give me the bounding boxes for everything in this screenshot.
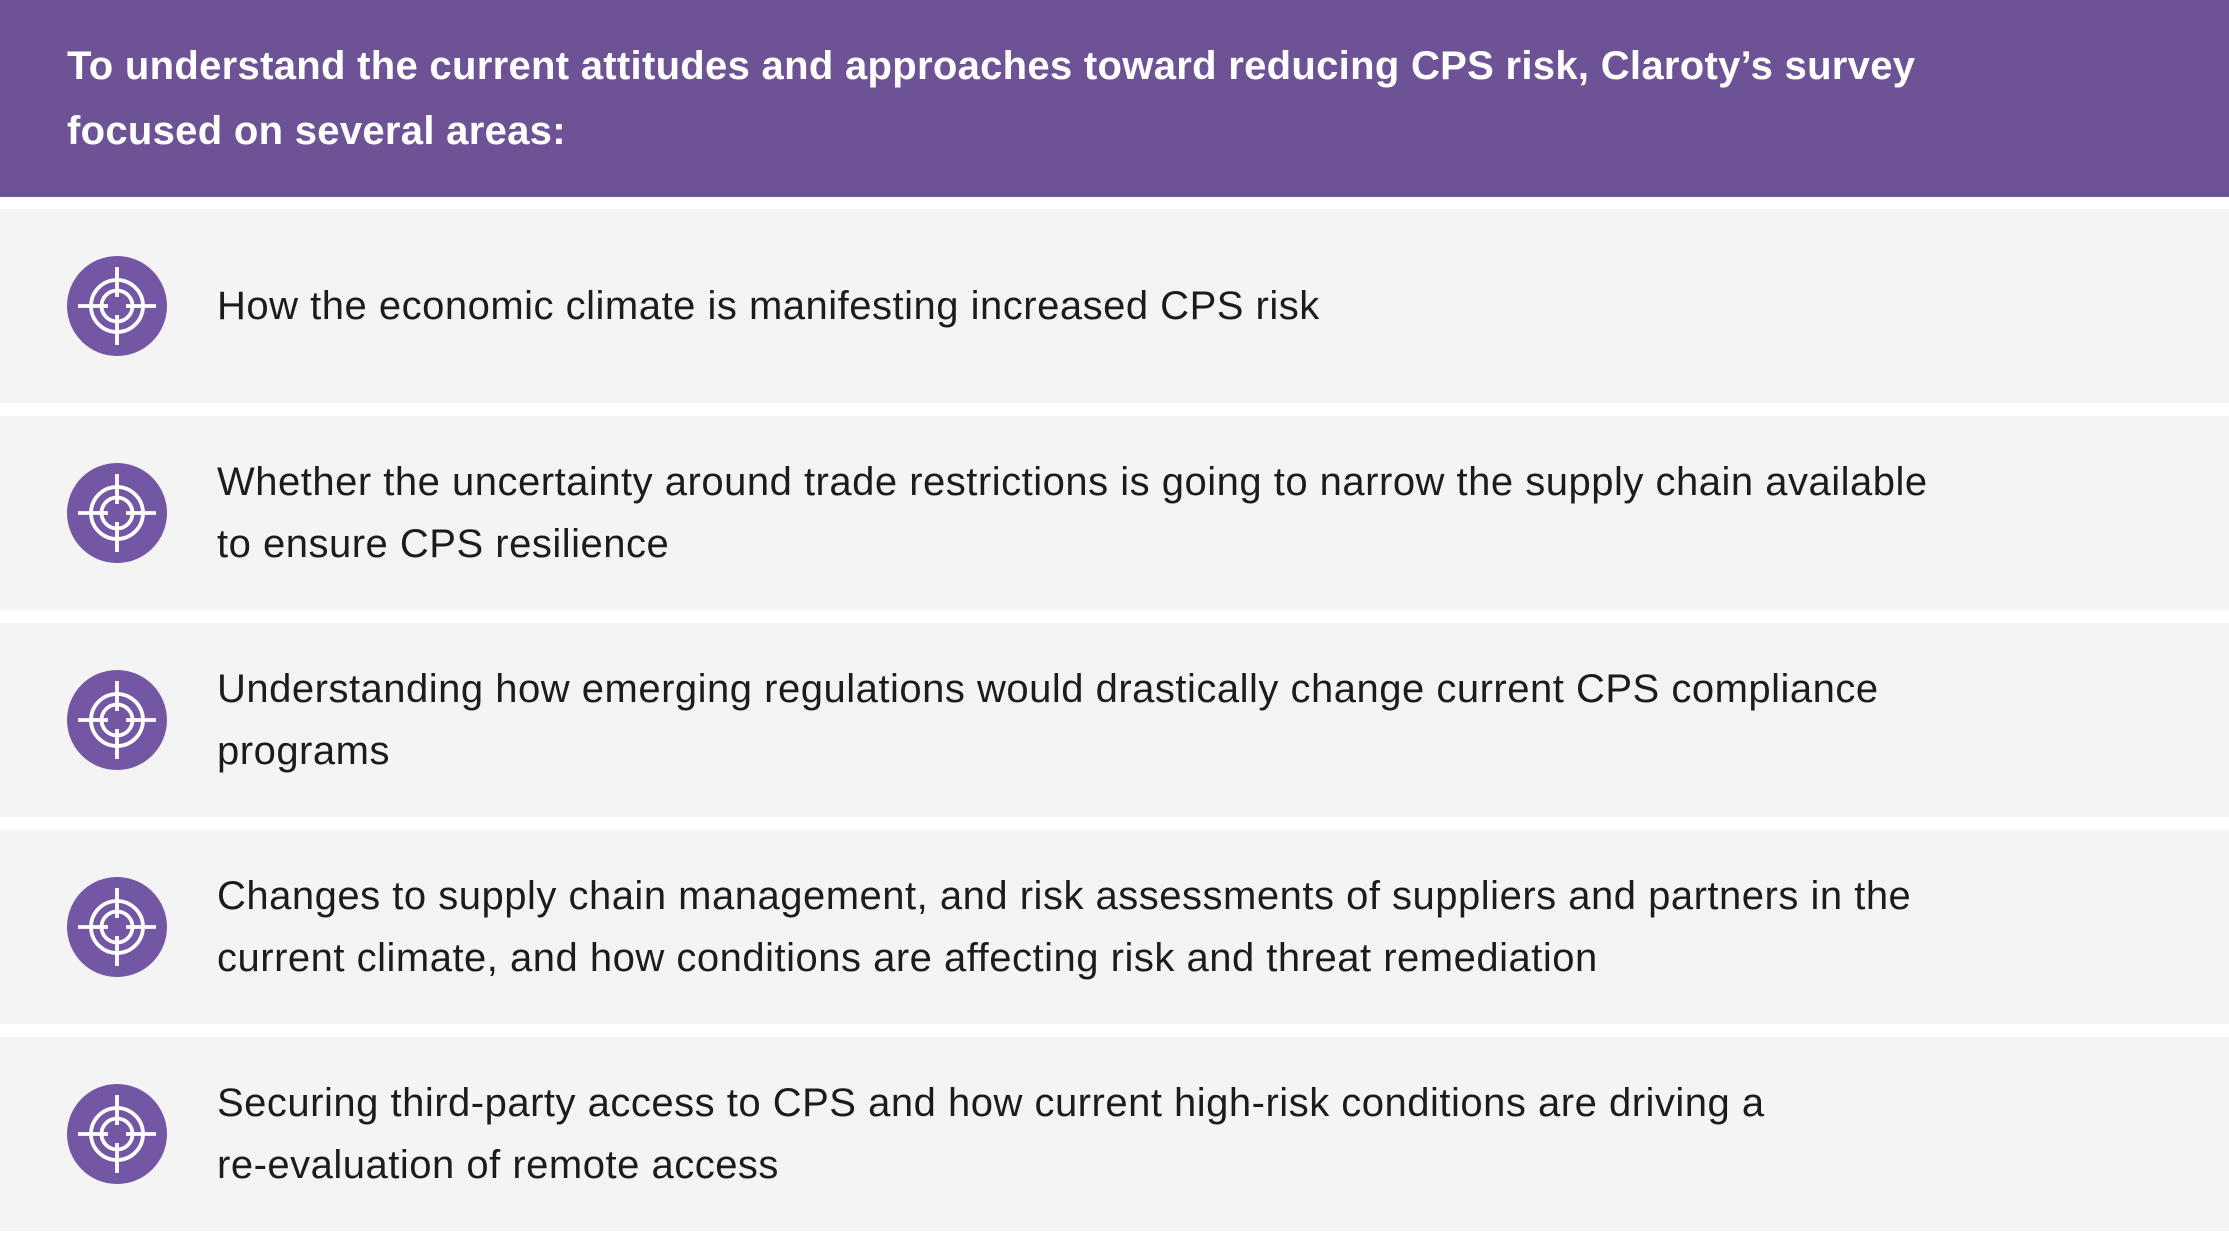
list-item: Understanding how emerging regulations w… xyxy=(0,623,2229,817)
list-item: Changes to supply chain management, and … xyxy=(0,830,2229,1024)
list-item-text: How the economic climate is manifesting … xyxy=(217,284,1320,328)
header-banner: To understand the current attitudes and … xyxy=(0,0,2229,197)
target-icon xyxy=(67,1084,167,1184)
list-item-text: Changes to supply chain management, and … xyxy=(217,874,1912,980)
list-item: Whether the uncertainty around trade res… xyxy=(0,416,2229,610)
list-item-text: Whether the uncertainty around trade res… xyxy=(217,460,1928,566)
target-icon xyxy=(67,670,167,770)
target-icon xyxy=(67,877,167,977)
list-item-text: Understanding how emerging regulations w… xyxy=(217,667,1879,773)
list-item-text: Securing third-party access to CPS and h… xyxy=(217,1081,1765,1187)
focus-areas-list: How the economic climate is manifesting … xyxy=(0,209,2229,1231)
list-item: Securing third-party access to CPS and h… xyxy=(0,1037,2229,1231)
list-item: How the economic climate is manifesting … xyxy=(0,209,2229,403)
target-icon xyxy=(67,256,167,356)
header-text: To understand the current attitudes and … xyxy=(67,43,1916,153)
target-icon xyxy=(67,463,167,563)
